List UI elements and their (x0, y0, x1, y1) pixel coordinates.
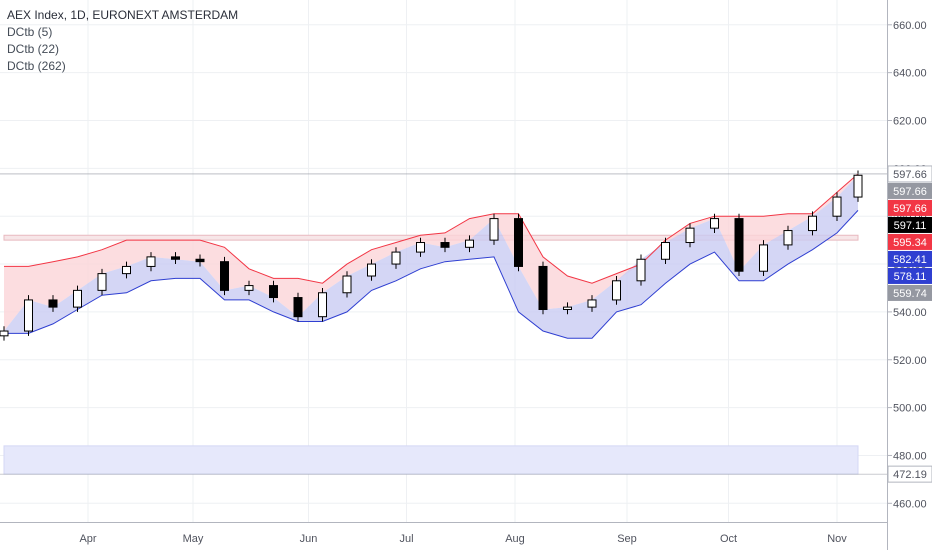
candle-up (853, 174, 863, 198)
price-label-bg (888, 250, 932, 267)
candle-down (293, 297, 303, 318)
candle-up (0, 330, 9, 337)
x-tick-label: Aug (505, 533, 525, 545)
price-label-text: 597.11 (894, 220, 927, 232)
price-label-text: 582.41 (893, 254, 927, 266)
chart-legend: AEX Index, 1D, EURONEXT AMSTERDAM DCtb (… (7, 7, 238, 75)
candle-up (244, 285, 254, 291)
candle-up (832, 196, 842, 217)
candle-up (122, 265, 131, 275)
price-label-bg (888, 233, 932, 250)
indicator-dctb-262[interactable]: DCtb (262) (7, 59, 66, 73)
y-tick-label: 520.00 (893, 355, 927, 367)
price-label-text: 597.66 (893, 169, 927, 181)
band-22-upper-fill (4, 173, 858, 331)
x-tick-label: Jul (399, 533, 413, 545)
candle-up (416, 242, 425, 253)
price-label: 578.11 (888, 267, 932, 284)
price-label-bg (887, 465, 932, 483)
candle-up (489, 218, 499, 241)
candle-up (342, 275, 352, 294)
x-tick-label: Nov (827, 533, 847, 545)
price-label: 597.66 (888, 182, 932, 199)
y-tick-label: 540.00 (893, 307, 927, 319)
candle-up (661, 242, 670, 260)
x-tick-label: Oct (720, 533, 737, 545)
candle-up (465, 239, 474, 248)
candle-down (195, 258, 205, 263)
candle-down (734, 218, 744, 272)
price-label-text: 472.19 (893, 469, 927, 481)
price-label-text: 578.11 (894, 271, 927, 283)
price-label-bg (888, 216, 932, 233)
y-tick-label: 480.00 (893, 450, 927, 462)
x-tick-label: Jun (300, 533, 318, 545)
symbol-title[interactable]: AEX Index, 1D, EURONEXT AMSTERDAM (7, 8, 239, 22)
price-label: 472.19 (887, 465, 932, 483)
price-label-bg (888, 182, 932, 199)
band-22-upper-line (4, 173, 859, 284)
y-tick-label: 660.00 (893, 20, 927, 32)
candle-down (171, 256, 180, 260)
candle-down (220, 261, 229, 291)
x-tick-label: Sep (617, 533, 637, 545)
y-tick-label: 500.00 (893, 403, 927, 415)
y-tick-label: 620.00 (893, 116, 927, 128)
candle-up (612, 280, 621, 301)
price-label-bg (888, 199, 932, 216)
price-label-text: 597.66 (893, 186, 927, 198)
candle-down (440, 242, 450, 248)
candle-up (808, 215, 817, 232)
candle-up (759, 244, 768, 272)
candle-up (73, 289, 82, 308)
y-tick-label: 640.00 (893, 68, 927, 80)
price-label: 597.66 (888, 199, 932, 216)
price-label-bg (887, 165, 932, 183)
indicator-dctb-5[interactable]: DCtb (5) (7, 25, 53, 39)
candle-down (514, 218, 523, 267)
candle-down (269, 285, 278, 299)
candle-up (710, 218, 719, 229)
price-label: 595.34 (888, 233, 932, 250)
candle-up (685, 227, 695, 244)
price-label: 597.66 (887, 165, 932, 183)
candle-up (587, 299, 597, 308)
band-262-lower (3, 445, 859, 475)
x-tick-label: Apr (79, 533, 96, 545)
price-label: 559.74 (888, 284, 932, 301)
price-label-bg (888, 267, 932, 284)
price-label-text: 597.66 (893, 203, 927, 215)
price-label-text: 559.74 (893, 288, 927, 300)
band-22-lower-fill (4, 175, 858, 339)
candle-up (391, 251, 401, 265)
candle-down (538, 265, 548, 311)
price-label-text: 595.34 (893, 237, 927, 249)
candle-up (97, 273, 107, 291)
candle-down (48, 299, 58, 308)
x-tick-label: May (183, 533, 204, 545)
y-tick-label: 460.00 (893, 498, 927, 510)
candle-up (24, 299, 33, 332)
candle-up (146, 256, 156, 267)
indicator-dctb-22[interactable]: DCtb (22) (7, 42, 60, 56)
price-label-bg (888, 284, 932, 301)
candle-up (783, 230, 793, 246)
candle-up (318, 292, 327, 318)
candle-up (367, 263, 376, 277)
candle-up (636, 258, 646, 282)
band-22-lower-line (4, 210, 859, 339)
price-label: 582.41 (888, 250, 932, 267)
price-label: 597.11 (888, 216, 932, 233)
candle-up (563, 306, 572, 311)
